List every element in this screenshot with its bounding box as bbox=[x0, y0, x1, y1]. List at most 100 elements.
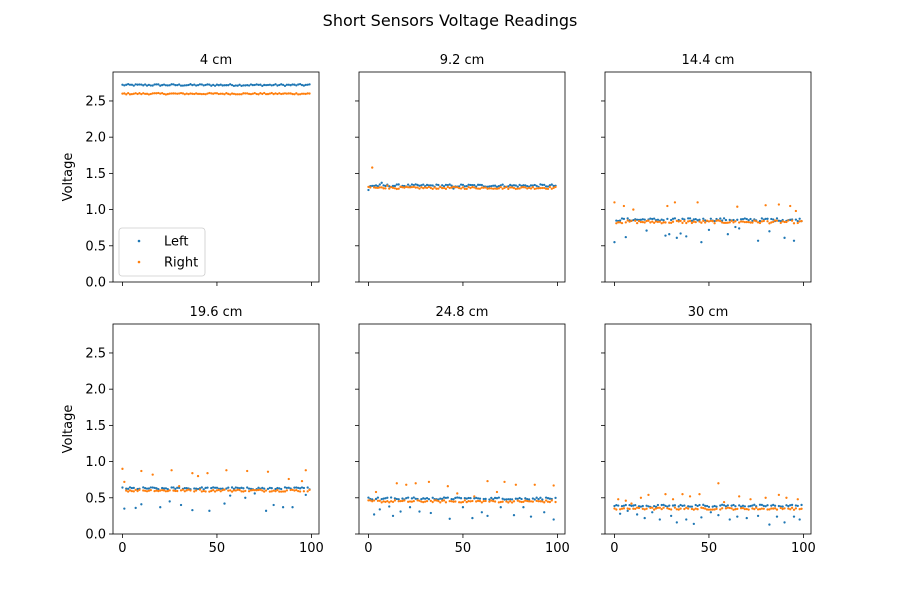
point-left bbox=[645, 229, 648, 232]
point-right bbox=[229, 93, 232, 96]
point-left bbox=[200, 83, 203, 86]
point-right bbox=[681, 493, 684, 496]
plot-area bbox=[359, 72, 565, 282]
point-right bbox=[439, 501, 442, 504]
point-left bbox=[435, 183, 438, 186]
point-left bbox=[384, 497, 387, 500]
point-right bbox=[698, 220, 701, 223]
point-left bbox=[531, 497, 535, 500]
point-right bbox=[635, 506, 639, 509]
point-right bbox=[181, 92, 185, 95]
point-left bbox=[522, 506, 525, 509]
point-right bbox=[215, 489, 219, 492]
point-left bbox=[149, 84, 152, 87]
point-left bbox=[185, 84, 188, 87]
point-right bbox=[490, 499, 493, 502]
point-left bbox=[647, 505, 650, 508]
point-right bbox=[728, 221, 731, 224]
figure-title: Short Sensors Voltage Readings bbox=[323, 11, 578, 30]
subplot-5: 30 cm 0 50 100 bbox=[601, 305, 816, 556]
point-left bbox=[548, 184, 552, 187]
point-left bbox=[177, 83, 181, 86]
point-right bbox=[531, 186, 535, 189]
point-right bbox=[743, 507, 747, 511]
point-right bbox=[476, 187, 480, 190]
series-right bbox=[121, 91, 311, 96]
point-left bbox=[700, 516, 703, 519]
point-right bbox=[174, 489, 177, 493]
point-right bbox=[543, 186, 546, 190]
point-left bbox=[215, 83, 219, 86]
point-left bbox=[677, 505, 680, 508]
point-right bbox=[386, 500, 389, 503]
point-left bbox=[458, 185, 461, 188]
point-right bbox=[671, 220, 675, 223]
point-right bbox=[408, 186, 412, 189]
point-left bbox=[492, 184, 495, 187]
point-right bbox=[756, 508, 760, 511]
y-tick-label: 2.0 bbox=[85, 383, 106, 398]
point-left bbox=[764, 505, 767, 508]
point-right bbox=[529, 187, 533, 190]
point-left bbox=[221, 84, 224, 87]
point-left bbox=[546, 185, 550, 188]
point-right bbox=[193, 92, 196, 96]
point-right bbox=[520, 500, 523, 504]
point-left bbox=[690, 219, 694, 222]
point-right bbox=[183, 93, 186, 96]
point-left bbox=[140, 83, 143, 86]
point-left bbox=[162, 83, 166, 86]
point-right bbox=[688, 495, 692, 498]
point-right bbox=[461, 186, 465, 189]
subplot-title: 19.6 cm bbox=[190, 305, 243, 320]
point-right bbox=[495, 490, 499, 494]
point-right bbox=[206, 92, 209, 95]
point-left bbox=[794, 218, 798, 221]
point-right bbox=[514, 187, 518, 191]
point-right bbox=[412, 500, 415, 503]
point-left bbox=[516, 497, 519, 501]
point-right bbox=[433, 186, 436, 189]
point-left bbox=[707, 505, 711, 508]
point-left bbox=[741, 504, 745, 507]
point-left bbox=[280, 487, 283, 491]
point-right bbox=[289, 488, 292, 492]
point-left bbox=[193, 487, 196, 490]
point-left bbox=[524, 497, 527, 500]
point-left bbox=[522, 184, 525, 187]
point-right bbox=[255, 489, 258, 492]
point-left bbox=[660, 218, 663, 221]
point-right bbox=[478, 499, 482, 503]
point-left bbox=[652, 217, 656, 220]
point-left bbox=[499, 506, 502, 509]
point-left bbox=[643, 218, 646, 221]
point-left bbox=[446, 496, 449, 499]
point-right bbox=[685, 506, 688, 509]
point-left bbox=[721, 219, 724, 222]
point-left bbox=[444, 496, 448, 500]
point-right bbox=[459, 187, 463, 190]
point-right bbox=[123, 92, 126, 95]
point-right bbox=[374, 490, 378, 494]
point-left bbox=[130, 83, 134, 86]
point-right bbox=[261, 92, 264, 96]
point-right bbox=[492, 187, 495, 190]
point-right bbox=[758, 221, 762, 225]
point-left bbox=[685, 518, 688, 521]
point-right bbox=[617, 498, 620, 501]
point-left bbox=[193, 83, 196, 86]
point-left bbox=[668, 504, 671, 507]
point-left bbox=[518, 496, 521, 500]
point-right bbox=[140, 469, 143, 473]
point-right bbox=[151, 473, 154, 476]
x-tick-label: 0 bbox=[118, 541, 126, 556]
point-right bbox=[431, 500, 434, 504]
point-right bbox=[200, 92, 203, 96]
point-right bbox=[668, 221, 671, 224]
series-left bbox=[121, 486, 311, 512]
point-right bbox=[212, 92, 215, 95]
point-right bbox=[397, 500, 400, 503]
point-left bbox=[219, 487, 222, 490]
point-left bbox=[471, 516, 474, 520]
point-right bbox=[142, 489, 145, 492]
